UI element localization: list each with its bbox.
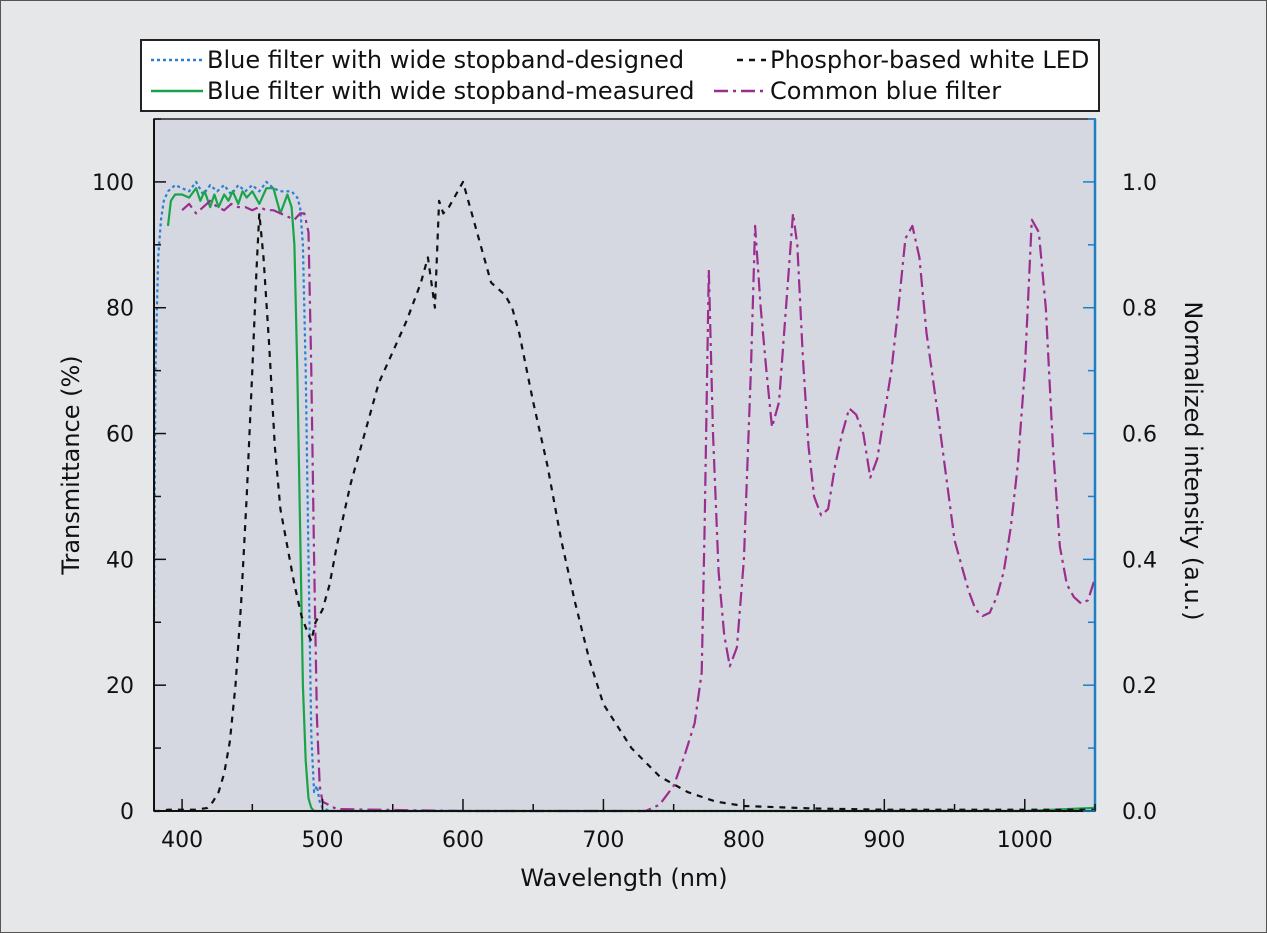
legend-box <box>140 39 1100 112</box>
y2-axis-title: Normalized intensity (a.u.) <box>1179 301 1207 620</box>
legend-label-designed: Blue filter with wide stopband-designed <box>207 46 684 74</box>
x-tick-label: 400 <box>161 828 203 853</box>
series-line-common-blue-filter <box>181 199 1097 813</box>
y2-tick-label: 0.0 <box>1122 800 1157 825</box>
x-tick-label: 500 <box>302 828 344 853</box>
y2-tick-label: 0.8 <box>1122 297 1157 322</box>
x-tick-label: 700 <box>582 828 624 853</box>
x-tick-label: 900 <box>863 828 905 853</box>
series-line-phosphor-based-white-led <box>154 180 1095 813</box>
legend-label-common: Common blue filter <box>770 77 1001 105</box>
y-ticks-left: 0 20 40 60 80 100 <box>92 118 166 825</box>
y-tick-label: 80 <box>106 297 134 322</box>
x-tick-label: 600 <box>442 828 484 853</box>
y-tick-label: 20 <box>106 674 134 699</box>
y2-tick-label: 0.4 <box>1122 548 1157 573</box>
y-tick-label: 60 <box>106 423 134 448</box>
y-tick-label: 100 <box>92 171 134 196</box>
x-tick-label: 800 <box>723 828 765 853</box>
plot-area <box>153 118 1096 812</box>
y2-tick-label: 0.2 <box>1122 674 1157 699</box>
legend-label-led: Phosphor-based white LED <box>770 46 1089 74</box>
x-tick-label: 1000 <box>997 828 1053 853</box>
y-tick-label: 40 <box>106 548 134 573</box>
legend-label-measured: Blue filter with wide stopband-measured <box>207 77 694 105</box>
y-tick-label: 0 <box>120 800 134 825</box>
x-axis-title: Wavelength (nm) <box>520 864 727 892</box>
legend: Blue filter with wide stopband-designed … <box>140 39 1100 112</box>
y-ticks-right: 0.0 0.2 0.4 0.6 0.8 1.0 <box>1083 118 1157 825</box>
x-ticks: 400 500 600 700 800 900 1000 <box>161 799 1096 853</box>
y2-tick-label: 1.0 <box>1122 171 1157 196</box>
y2-tick-label: 0.6 <box>1122 423 1157 448</box>
y-axis-title: Transmittance (%) <box>57 355 85 575</box>
